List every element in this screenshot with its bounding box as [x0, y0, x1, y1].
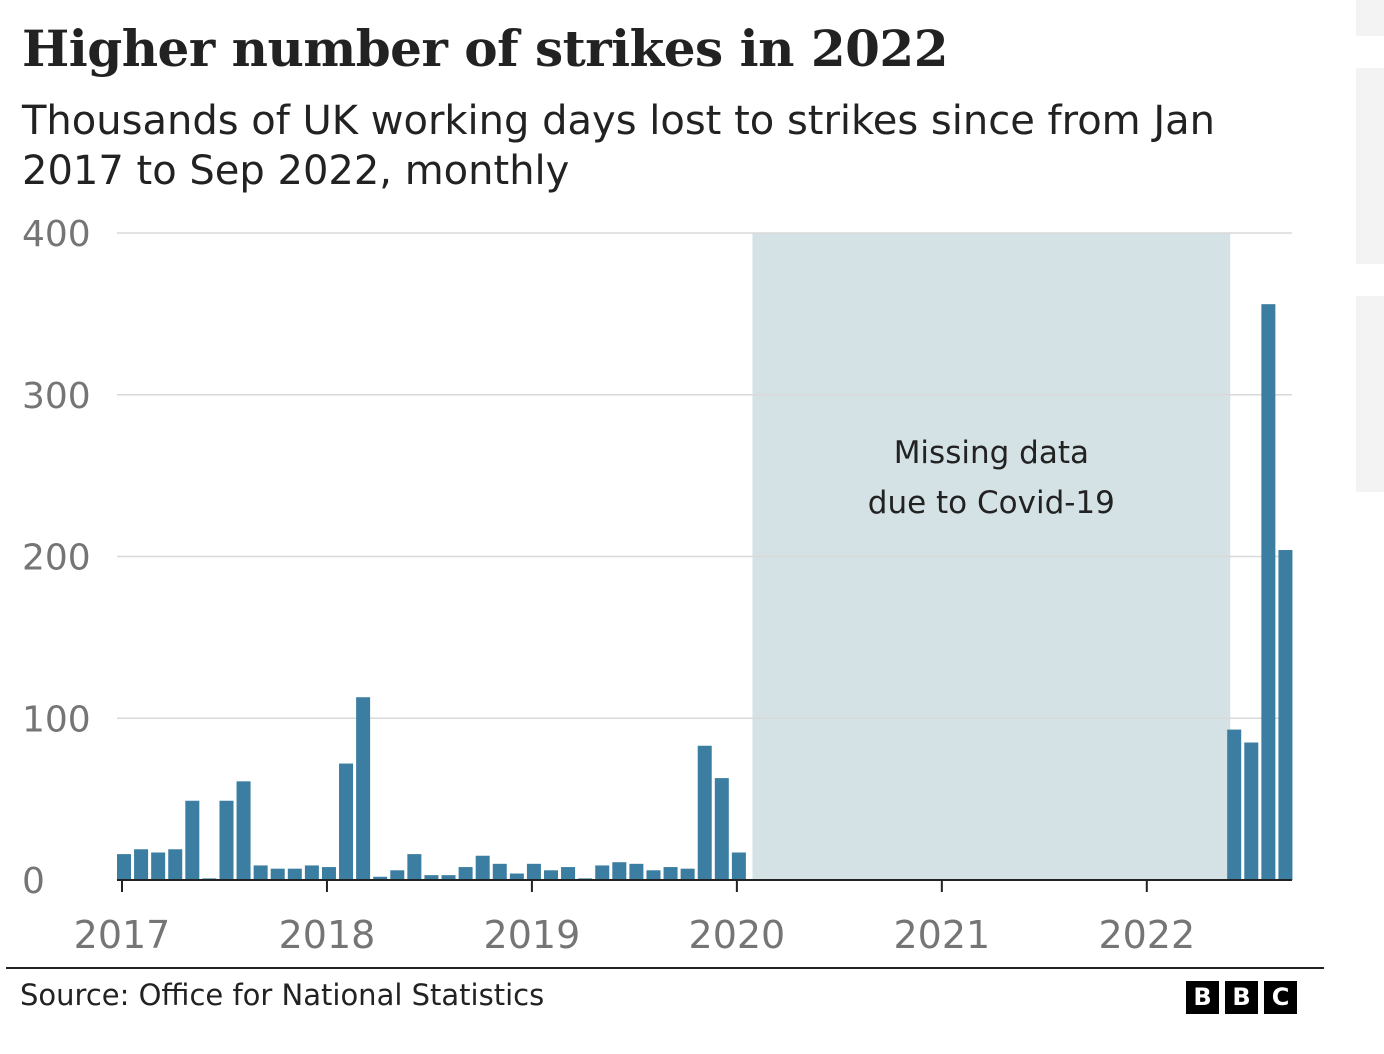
bar — [526, 863, 541, 880]
bars — [117, 304, 1293, 880]
bar — [629, 863, 644, 880]
y-axis-ticks: 0 100 200 300 400 — [22, 214, 91, 902]
bar — [612, 862, 627, 880]
bar — [458, 867, 473, 880]
annotation-line-1: Missing data — [894, 435, 1089, 471]
x-tick-label: 2021 — [893, 913, 990, 957]
bar — [697, 745, 712, 880]
x-tick-label: 2017 — [74, 913, 171, 957]
bar — [646, 870, 661, 880]
y-tick-label: 400 — [22, 214, 91, 255]
bar — [134, 849, 149, 880]
x-tick-label: 2019 — [484, 913, 581, 957]
bar — [287, 868, 302, 880]
bar — [1261, 304, 1276, 880]
y-tick-label: 100 — [22, 699, 91, 740]
source-note: Source: Office for National Statistics — [20, 978, 545, 1012]
bar — [356, 697, 371, 880]
bar — [219, 800, 234, 880]
bar — [680, 868, 695, 880]
edge-panel-top — [1356, 0, 1384, 36]
bar — [407, 854, 422, 880]
bar — [1244, 742, 1259, 880]
bar — [595, 865, 610, 880]
bar — [441, 875, 456, 880]
chart-subtitle: Thousands of UK working days lost to str… — [22, 98, 1216, 194]
bar — [339, 763, 354, 880]
y-tick-label: 200 — [22, 538, 91, 579]
bar — [236, 781, 251, 880]
bar — [253, 865, 268, 880]
logo-letter: B — [1225, 981, 1258, 1014]
y-tick-label: 300 — [22, 376, 91, 417]
bar — [117, 854, 131, 880]
x-tick-label: 2018 — [279, 913, 376, 957]
footer-divider — [6, 967, 1324, 969]
bar — [151, 852, 166, 880]
x-axis-ticks: 2017 2018 2019 2020 2021 2022 — [74, 880, 1195, 957]
bar — [1278, 550, 1293, 880]
logo-letter: B — [1186, 981, 1219, 1014]
bar — [321, 867, 336, 880]
annotation-line-2: due to Covid-19 — [868, 485, 1115, 521]
bar — [1227, 729, 1242, 880]
bar-chart: 2017 2018 2019 2020 2021 2022 0 100 200 300 400 M… — [22, 214, 1293, 957]
chart-title: Higher number of strikes in 2022 — [22, 19, 949, 78]
bar — [270, 868, 285, 880]
bar — [390, 870, 405, 880]
bar — [492, 863, 507, 880]
bar — [509, 873, 524, 880]
logo-letter: C — [1264, 981, 1297, 1014]
x-tick-label: 2020 — [689, 913, 786, 957]
edge-panel-bottom — [1356, 296, 1384, 492]
y-tick-label: 0 — [22, 861, 45, 902]
bar — [168, 849, 183, 880]
bar — [373, 876, 388, 880]
bar — [185, 800, 200, 880]
bbc-logo: B B C — [1186, 981, 1297, 1014]
bar — [424, 875, 439, 880]
x-tick-label: 2022 — [1098, 913, 1195, 957]
bar — [475, 855, 490, 880]
bar — [663, 867, 678, 880]
edge-panel-middle — [1356, 68, 1384, 264]
bar — [731, 852, 746, 880]
bar — [544, 870, 558, 880]
gridlines — [117, 232, 1292, 719]
bar — [714, 778, 729, 880]
bar — [304, 865, 319, 880]
bar — [561, 867, 576, 880]
